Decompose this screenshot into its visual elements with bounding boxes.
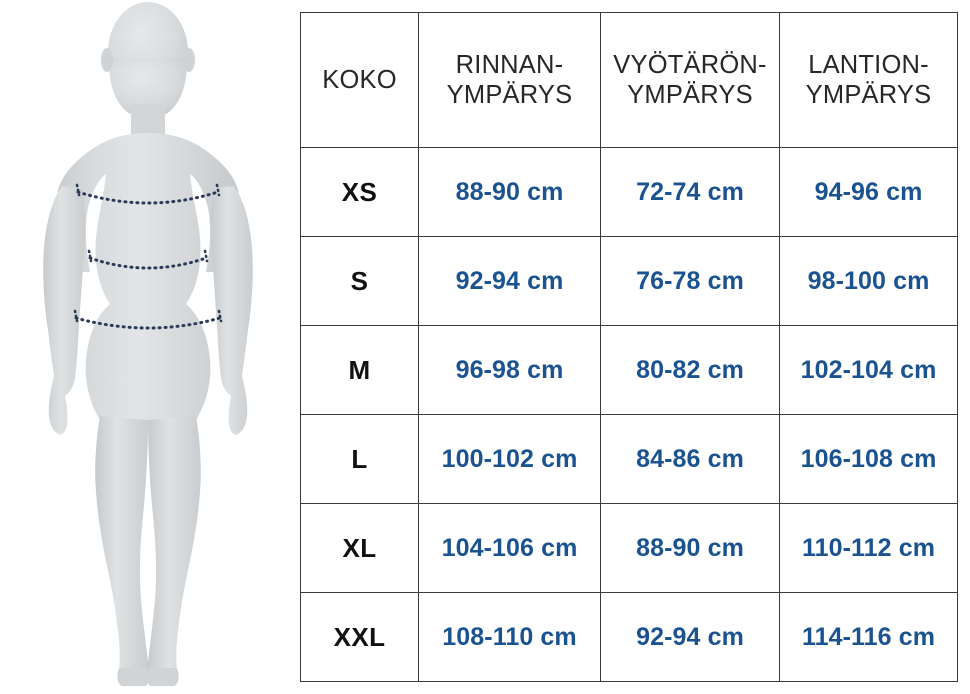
waist-tick-left	[87, 249, 93, 263]
table-row: XXL 108-110 cm 92-94 cm 114-116 cm	[300, 592, 958, 682]
cell-hip: 110-112 cm	[779, 503, 958, 593]
bust-tick-right	[215, 183, 221, 197]
cell-waist: 84-86 cm	[600, 414, 780, 504]
cell-size: M	[300, 325, 419, 415]
mannequin-ear-right	[183, 48, 195, 72]
mannequin-torso	[57, 133, 239, 420]
table-header: KOKO RINNAN- YMPÄRYS VYÖTÄRÖN- YMPÄRYS L…	[300, 12, 958, 148]
cell-bust: 100-102 cm	[418, 414, 601, 504]
hip-tick-left	[73, 309, 79, 323]
mannequin-illustration	[43, 2, 253, 686]
cell-bust: 92-94 cm	[418, 236, 601, 326]
hip-tick-right	[217, 309, 223, 323]
measurement-line-end-ticks	[73, 183, 223, 323]
mannequin-arm-left	[43, 186, 86, 435]
mannequin-body	[43, 2, 253, 686]
mannequin-arm-right	[210, 186, 253, 435]
table-row: XS 88-90 cm 72-74 cm 94-96 cm	[300, 147, 958, 237]
cell-bust: 108-110 cm	[418, 592, 601, 682]
table-row: S 92-94 cm 76-78 cm 98-100 cm	[300, 236, 958, 326]
cell-bust: 104-106 cm	[418, 503, 601, 593]
cell-size: L	[300, 414, 419, 504]
cell-waist: 72-74 cm	[600, 147, 780, 237]
cell-waist: 80-82 cm	[600, 325, 780, 415]
size-table-container: KOKO RINNAN- YMPÄRYS VYÖTÄRÖN- YMPÄRYS L…	[300, 12, 958, 682]
cell-bust: 88-90 cm	[418, 147, 601, 237]
cell-hip: 106-108 cm	[779, 414, 958, 504]
bust-measure-line	[76, 190, 220, 205]
cell-waist: 76-78 cm	[600, 236, 780, 326]
table-body: XS 88-90 cm 72-74 cm 94-96 cm S 92-94 cm…	[300, 147, 958, 682]
cell-size: XL	[300, 503, 419, 593]
table-row: L 100-102 cm 84-86 cm 106-108 cm	[300, 414, 958, 504]
column-header-size: KOKO	[300, 12, 419, 148]
measurement-lines-group	[74, 190, 222, 330]
bust-tick-left	[75, 183, 81, 197]
waist-tick-right	[203, 249, 209, 263]
cell-waist: 92-94 cm	[600, 592, 780, 682]
hip-measure-line	[74, 316, 222, 330]
cell-size: S	[300, 236, 419, 326]
cell-size: XXL	[300, 592, 419, 682]
cell-hip: 94-96 cm	[779, 147, 958, 237]
mannequin-neck	[131, 104, 165, 141]
column-header-waist: VYÖTÄRÖN- YMPÄRYS	[600, 12, 780, 148]
cell-waist: 88-90 cm	[600, 503, 780, 593]
table-row: M 96-98 cm 80-82 cm 102-104 cm	[300, 325, 958, 415]
cell-hip: 98-100 cm	[779, 236, 958, 326]
mannequin-leg-right	[147, 416, 201, 683]
mannequin-leg-left	[95, 416, 149, 683]
waist-measure-line	[88, 256, 208, 270]
cell-hip: 102-104 cm	[779, 325, 958, 415]
table-header-row: KOKO RINNAN- YMPÄRYS VYÖTÄRÖN- YMPÄRYS L…	[300, 12, 958, 148]
cell-hip: 114-116 cm	[779, 592, 958, 682]
mannequin-jaw	[108, 58, 188, 119]
cell-size: XS	[300, 147, 419, 237]
mannequin-foot-right	[147, 668, 179, 686]
mannequin-ear-left	[101, 48, 113, 72]
table-row: XL 104-106 cm 88-90 cm 110-112 cm	[300, 503, 958, 593]
column-header-bust: RINNAN- YMPÄRYS	[418, 12, 601, 148]
mannequin-foot-left	[117, 668, 149, 686]
mannequin-figure-panel	[0, 0, 298, 694]
size-chart-table: KOKO RINNAN- YMPÄRYS VYÖTÄRÖN- YMPÄRYS L…	[300, 12, 958, 682]
column-header-hip: LANTION- YMPÄRYS	[779, 12, 958, 148]
cell-bust: 96-98 cm	[418, 325, 601, 415]
